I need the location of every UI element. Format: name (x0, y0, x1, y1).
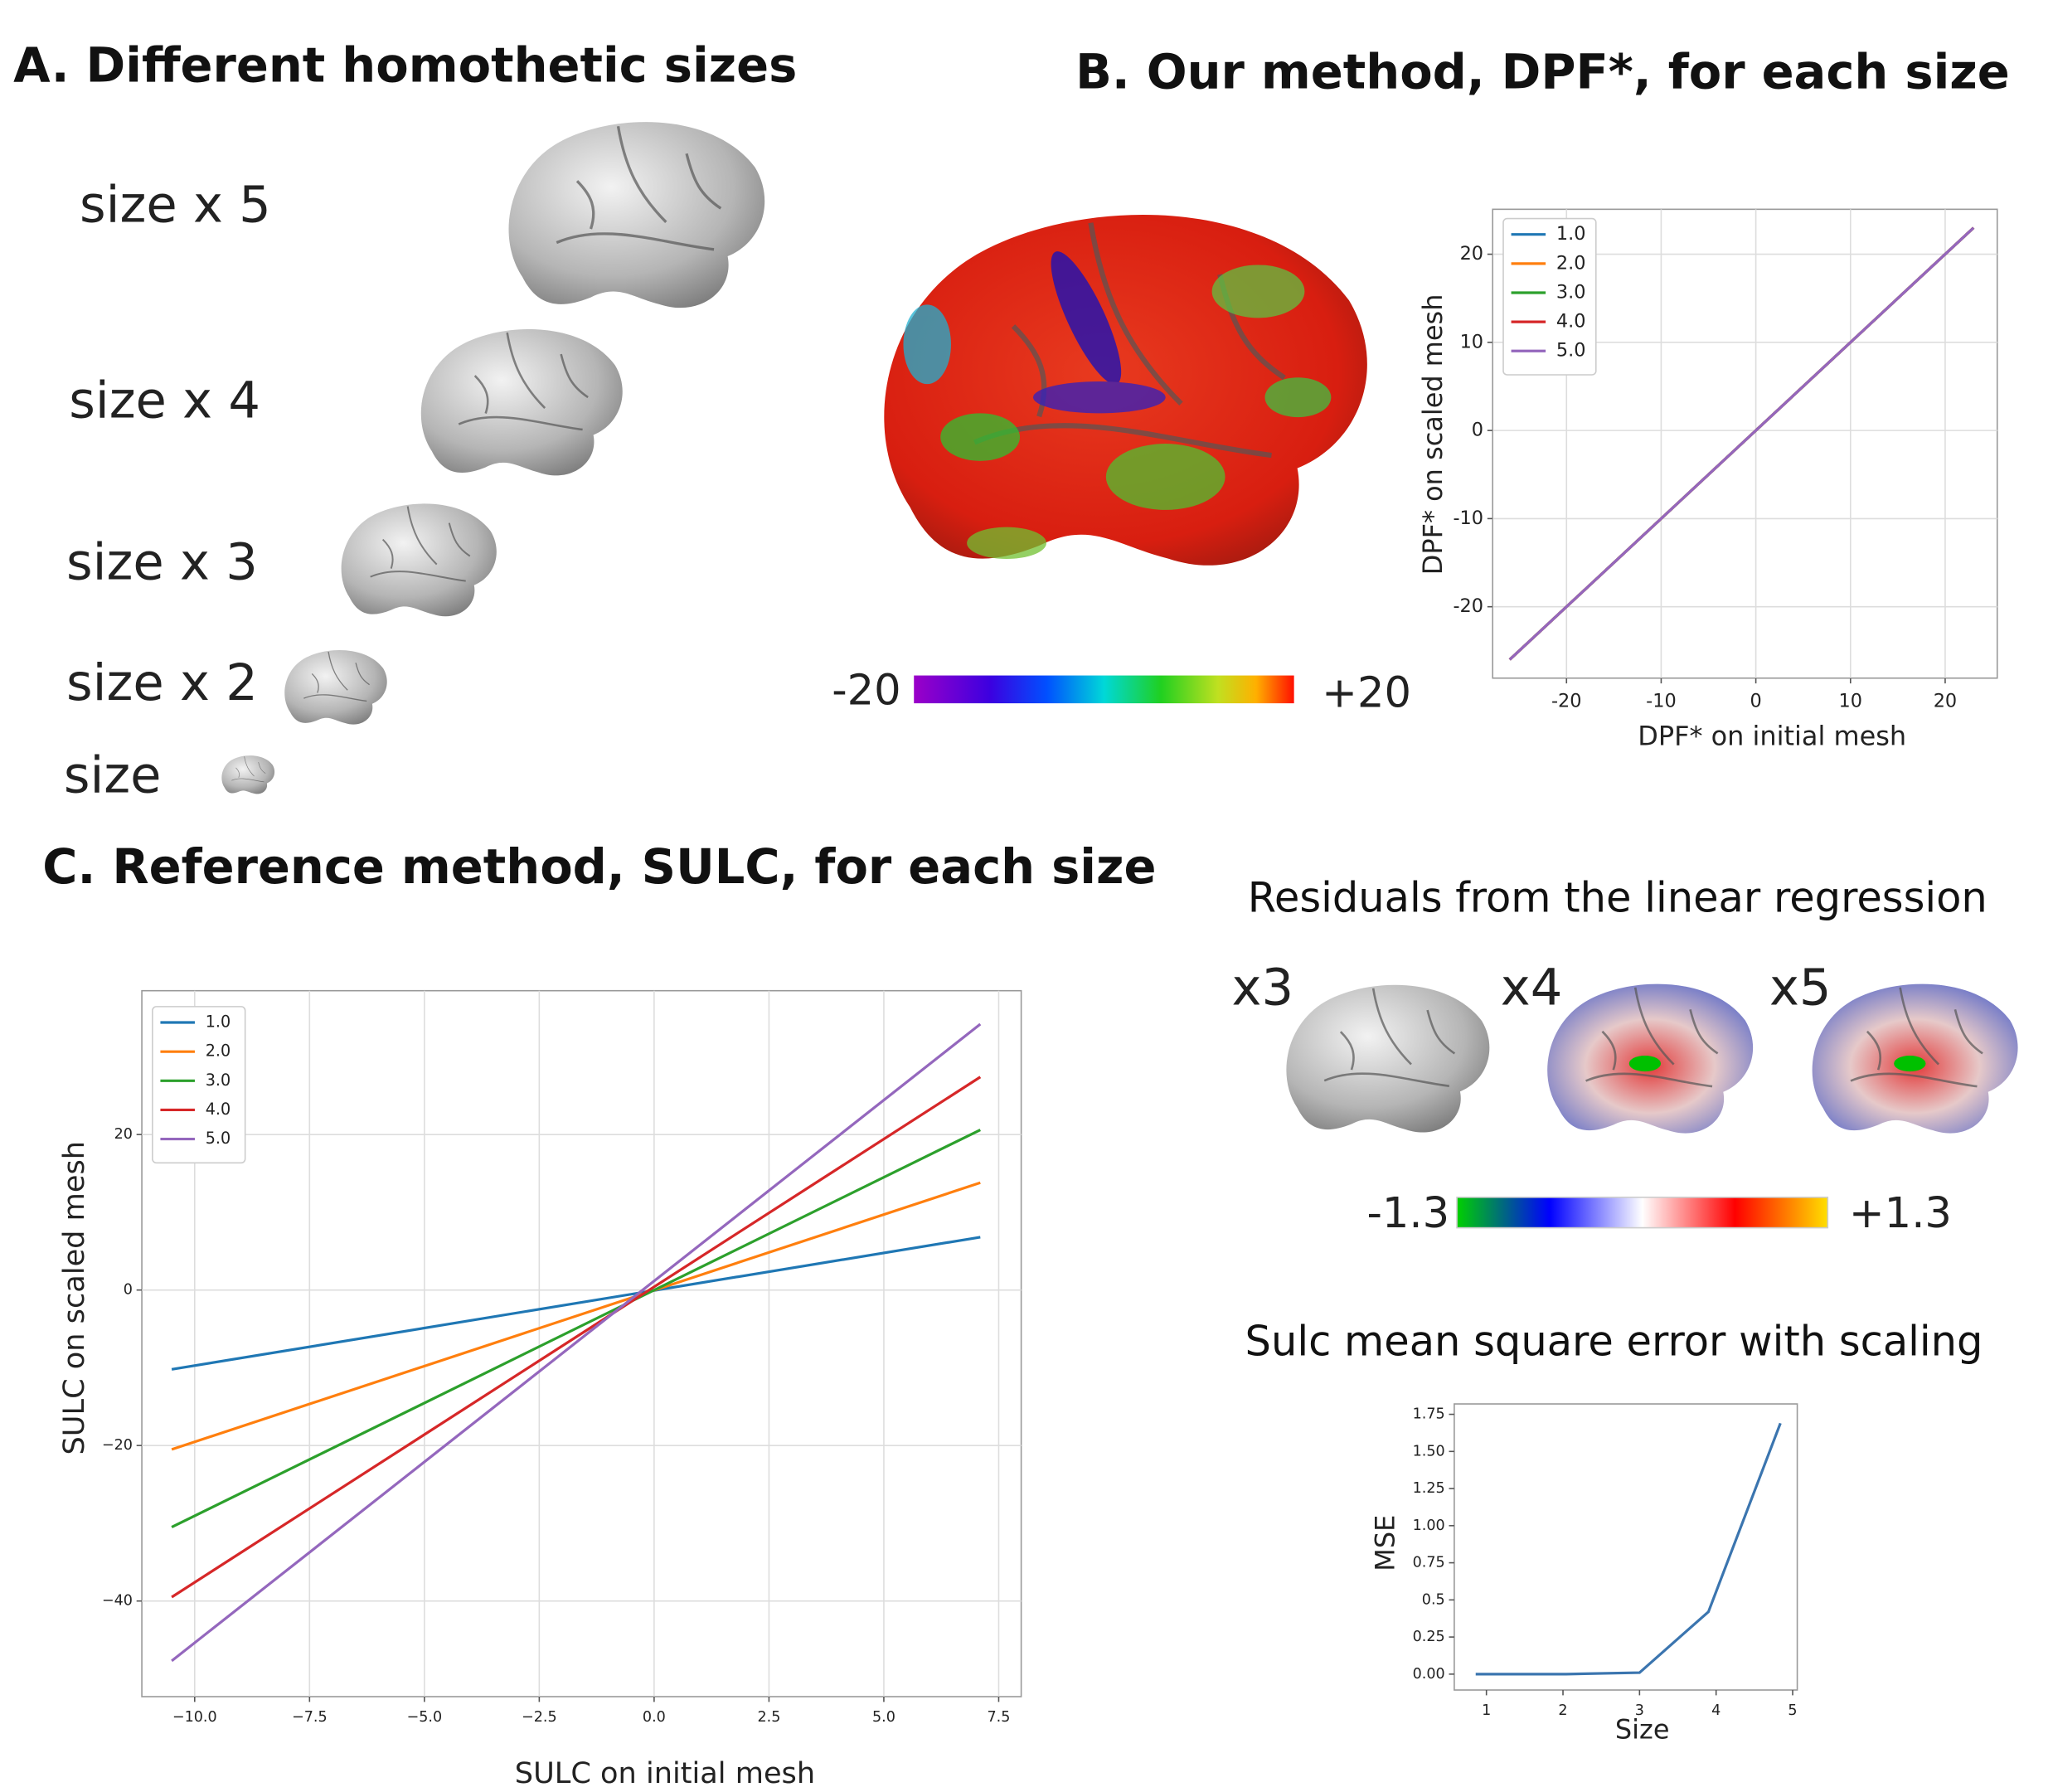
legend-box (1502, 217, 1597, 376)
x-axis-label: SULC on initial mesh (515, 1756, 815, 1790)
colorbar (914, 675, 1294, 704)
legend-label: 4.0 (1556, 311, 1586, 333)
series-line (171, 1076, 982, 1599)
series-line (171, 1236, 981, 1371)
legend-label: 5.0 (206, 1129, 231, 1148)
legend-label: 2.0 (206, 1042, 231, 1061)
brains-residual (1285, 983, 2019, 1134)
y-axis-label: DPF* on scaled mesh (1417, 294, 1449, 575)
y-tick-label: -10 (1453, 507, 1483, 529)
hotspot (1628, 1055, 1662, 1072)
size-label: size (64, 747, 162, 805)
x-tick-label: 2 (1558, 1702, 1567, 1719)
x-tick-label: 10 (1839, 691, 1862, 712)
legend-label: 5.0 (1556, 340, 1586, 362)
x-tick-label: 0 (1750, 691, 1761, 712)
series-line (171, 1181, 981, 1451)
x-tick-label: 5.0 (872, 1709, 895, 1726)
brain-dpf (884, 215, 1367, 566)
y-tick-label: 0 (1472, 420, 1483, 441)
x-axis-label: Size (1615, 1714, 1670, 1746)
brain (507, 120, 766, 309)
legend-label: 2.0 (1556, 252, 1586, 274)
x-tick-label: −10.0 (172, 1709, 217, 1726)
colorbar-label: -20 (832, 666, 900, 715)
y-tick-label: 1.00 (1413, 1518, 1445, 1534)
series-line (1508, 226, 1975, 661)
brain (221, 755, 275, 794)
subtitle: Sulc mean square error with scaling (1245, 1318, 1983, 1366)
brain (340, 503, 497, 618)
x-tick-label: 7.5 (988, 1709, 1011, 1726)
y-tick-label: 0.25 (1413, 1629, 1445, 1645)
panel-title: B. Our method, DPF*, for each size (1075, 45, 2010, 100)
legend-label: 3.0 (1556, 281, 1586, 303)
y-tick-label: 10 (1460, 331, 1483, 352)
x-tick-label: 3 (1635, 1702, 1644, 1719)
colorbar-label: +1.3 (1849, 1189, 1952, 1238)
hotspot (1894, 1055, 1926, 1072)
brain (284, 649, 388, 726)
x-tick-label: 20 (1934, 691, 1957, 712)
x-tick-label: -20 (1551, 691, 1582, 712)
y-tick-label: 1.25 (1413, 1480, 1445, 1497)
x-tick-label: 0.0 (643, 1709, 666, 1726)
y-tick-label: −20 (102, 1437, 133, 1454)
legend-box (152, 1006, 246, 1164)
y-tick-label: 20 (1460, 243, 1483, 265)
series-line (1475, 1422, 1782, 1676)
x-tick-label: 4 (1711, 1702, 1721, 1719)
y-tick-label: 1.50 (1413, 1443, 1445, 1459)
size-label: size x 3 (66, 534, 258, 592)
colorbar (1456, 1197, 1829, 1229)
size-label: size x 4 (69, 372, 260, 430)
y-axis-label: MSE (1369, 1515, 1400, 1571)
x-tick-label: 1 (1482, 1702, 1491, 1719)
colorbar-label: +20 (1322, 669, 1411, 718)
residual-label: x5 (1769, 959, 1832, 1017)
colorbar-label: -1.3 (1366, 1189, 1449, 1238)
brain (1285, 983, 1491, 1134)
series-line (171, 1129, 982, 1529)
legend-label: 4.0 (206, 1100, 231, 1119)
legend-label: 1.0 (1556, 223, 1586, 245)
panel-title: A. Different homothetic sizes (13, 38, 797, 94)
y-tick-label: −40 (102, 1593, 133, 1610)
y-tick-label: 0.5 (1422, 1591, 1445, 1608)
series-line (171, 1022, 982, 1663)
size-label: size x 2 (66, 654, 258, 712)
y-tick-label: 20 (114, 1126, 133, 1143)
y-tick-label: 0.00 (1413, 1666, 1445, 1683)
subtitle: Residuals from the linear regression (1248, 874, 1987, 922)
x-tick-label: −5.0 (407, 1709, 443, 1726)
x-tick-label: 5 (1788, 1702, 1797, 1719)
residual-label: x4 (1501, 959, 1563, 1017)
x-tick-label: -10 (1646, 691, 1677, 712)
plot-area (1454, 1403, 1798, 1691)
y-tick-label: -20 (1453, 595, 1483, 617)
brain (420, 328, 624, 477)
y-tick-label: 1.75 (1413, 1406, 1445, 1423)
panel-title: C. Reference method, SULC, for each size (42, 839, 1156, 895)
x-tick-label: 2.5 (757, 1709, 780, 1726)
x-axis-label: DPF* on initial mesh (1638, 721, 1906, 752)
legend-label: 1.0 (206, 1013, 231, 1032)
y-axis-label: SULC on scaled mesh (57, 1141, 91, 1455)
legend-label: 3.0 (206, 1071, 231, 1090)
brains-a (221, 120, 766, 794)
y-tick-label: 0.75 (1413, 1555, 1445, 1571)
y-tick-label: 0 (124, 1282, 133, 1299)
x-tick-label: −7.5 (292, 1709, 328, 1726)
size-label: size x 5 (80, 176, 271, 234)
residual-label: x3 (1232, 959, 1294, 1017)
x-tick-label: −2.5 (522, 1709, 557, 1726)
